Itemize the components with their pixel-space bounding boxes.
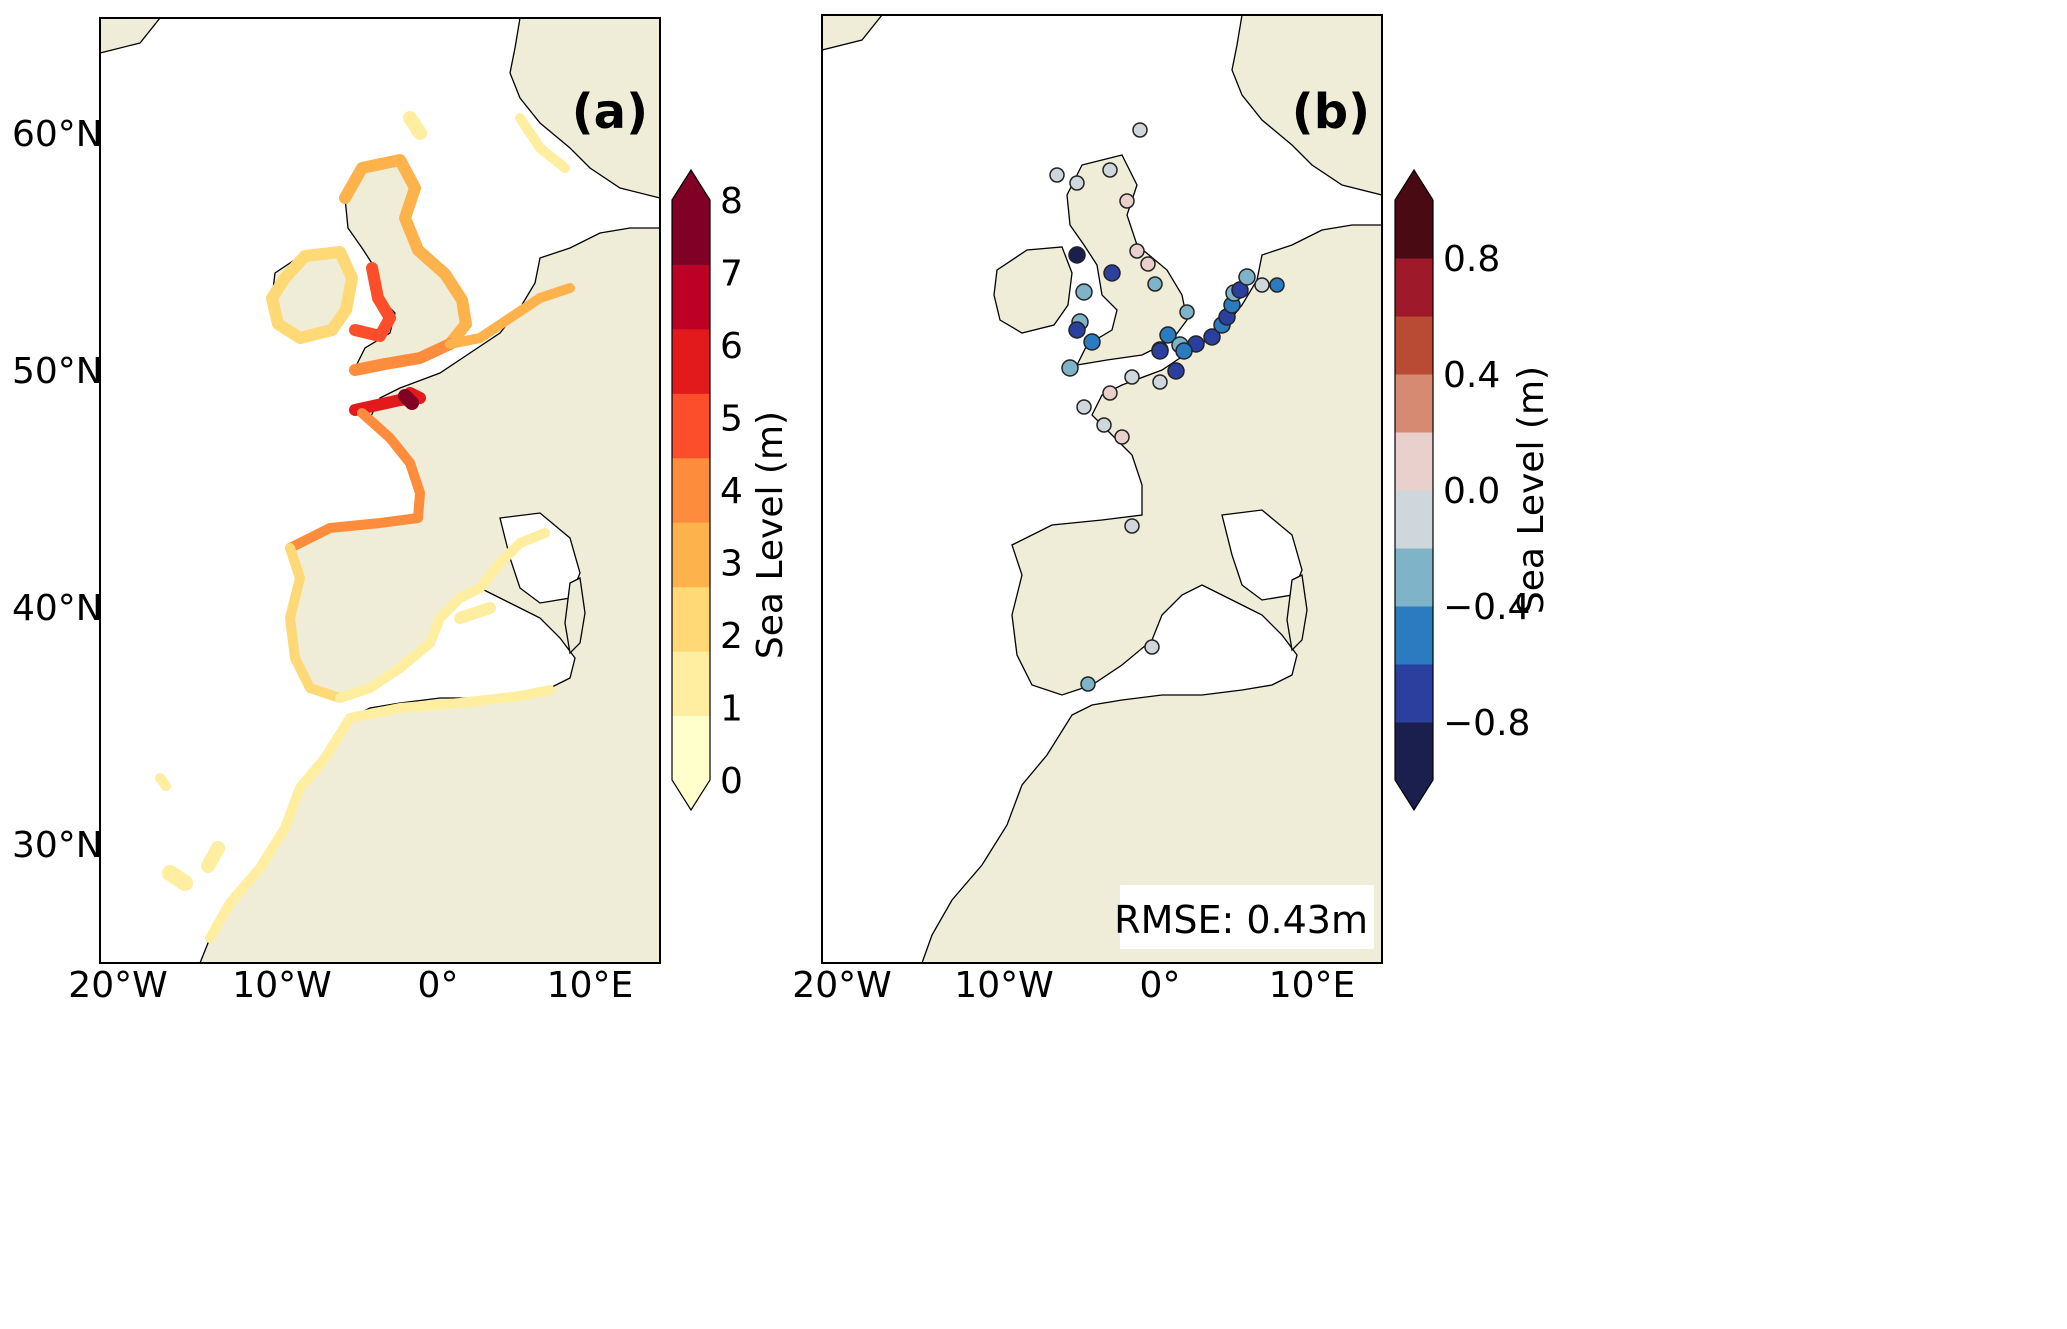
station-marker xyxy=(1147,276,1163,292)
colorbar-a-max-arrow xyxy=(672,170,710,200)
rmse-box xyxy=(1120,885,1374,949)
station-marker xyxy=(1103,264,1121,282)
rmse-text: RMSE: 0.43m xyxy=(1114,898,1368,942)
panel-a-land xyxy=(99,17,661,964)
station-marker xyxy=(1068,246,1086,264)
lon-label-0-a: 0° xyxy=(418,965,459,1006)
lat-label-50n: 50°N xyxy=(12,351,103,392)
station-marker xyxy=(1167,362,1185,380)
lon-label-10e-b: 10°E xyxy=(1269,965,1356,1006)
colorbar-a-min-arrow xyxy=(672,780,710,810)
colorbar-a-segment xyxy=(672,457,710,523)
colorbar-b-tick-label: 0.8 xyxy=(1443,239,1500,280)
station-marker xyxy=(1124,369,1140,385)
panel-b-colorbar-title: Sea Level (m) xyxy=(1511,366,1552,614)
station-marker xyxy=(1238,268,1256,286)
panel-a-colorbar-title: Sea Level (m) xyxy=(750,411,791,659)
colorbar-a-tick-label: 7 xyxy=(720,254,743,295)
lon-axis-labels-b: 20°W 10°W 0° 10°E xyxy=(792,965,1355,1006)
station-marker xyxy=(1144,639,1160,655)
station-marker xyxy=(1061,359,1079,377)
colorbar-b-tick-label: −0.8 xyxy=(1443,703,1530,744)
colorbar-a-tick-label: 4 xyxy=(720,471,743,512)
panel-a-colored-coast xyxy=(155,111,575,943)
colorbar-a-tick-label: 6 xyxy=(720,326,743,367)
panel-b-stations xyxy=(1049,122,1285,692)
station-marker xyxy=(1129,243,1145,259)
colorbar-a-segment xyxy=(672,264,710,330)
colorbar-b-max-arrow xyxy=(1395,170,1433,200)
station-marker xyxy=(1175,342,1193,360)
station-marker xyxy=(1102,385,1118,401)
station-marker xyxy=(1119,193,1135,209)
colorbar-b-tick-label: 0.0 xyxy=(1443,471,1500,512)
lon-label-10e-a: 10°E xyxy=(547,965,634,1006)
station-marker xyxy=(1179,304,1195,320)
station-marker xyxy=(1102,162,1118,178)
panel-b-colorbar: 0.8 0.4 0.0 −0.4 −0.8 Sea Level (m) xyxy=(1394,168,1552,812)
colorbar-a-tick-label: 3 xyxy=(720,544,743,585)
colorbar-a-tick-label: 2 xyxy=(720,616,743,657)
colorbar-b-segment xyxy=(1395,316,1433,375)
colorbar-a-tick-label: 1 xyxy=(720,689,743,730)
panel-b-land xyxy=(821,14,1383,964)
panel-a-map: (a) xyxy=(99,17,661,964)
colorbar-b-tick-label: −0.4 xyxy=(1443,587,1530,628)
lon-label-10w-b: 10°W xyxy=(954,965,1053,1006)
lon-label-10w-a: 10°W xyxy=(232,965,331,1006)
lat-label-60n: 60°N xyxy=(12,114,103,155)
colorbar-a-segment xyxy=(672,715,710,781)
station-marker xyxy=(1254,277,1270,293)
colorbar-b-segment xyxy=(1395,432,1433,491)
colorbar-a-tick-label: 5 xyxy=(720,399,743,440)
station-marker xyxy=(1080,676,1096,692)
station-marker xyxy=(1049,167,1065,183)
lon-axis-labels-a: 20°W 10°W 0° 10°E xyxy=(68,965,633,1006)
station-marker xyxy=(1075,283,1093,301)
station-marker xyxy=(1159,326,1177,344)
station-marker xyxy=(1114,429,1130,445)
colorbar-b-segment xyxy=(1395,490,1433,549)
lat-label-40n: 40°N xyxy=(12,588,103,629)
colorbar-a-tick-label: 0 xyxy=(720,761,743,802)
panel-a-colorbar: 0 1 2 3 4 5 6 7 8 Sea Level (m) xyxy=(671,168,791,812)
colorbar-b-segment xyxy=(1395,258,1433,317)
station-marker xyxy=(1152,374,1168,390)
station-marker xyxy=(1151,342,1169,360)
station-marker xyxy=(1068,321,1086,339)
lat-label-30n: 30°N xyxy=(12,825,103,866)
panel-b-map: (b) RMSE: 0.43m xyxy=(821,14,1383,964)
station-marker xyxy=(1203,328,1221,346)
panel-b-label: (b) xyxy=(1292,84,1370,140)
colorbar-a-segment xyxy=(672,651,710,717)
station-marker xyxy=(1076,399,1092,415)
colorbar-b-tick-label: 0.4 xyxy=(1443,355,1500,396)
colorbar-b-segment xyxy=(1395,722,1433,781)
lat-axis-labels: 60°N 50°N 40°N 30°N xyxy=(12,114,103,866)
station-marker xyxy=(1096,417,1112,433)
station-marker xyxy=(1083,333,1101,351)
colorbar-a-segment xyxy=(672,328,710,394)
lon-label-0-b: 0° xyxy=(1140,965,1181,1006)
lon-label-20w-a: 20°W xyxy=(68,965,167,1006)
station-marker xyxy=(1140,256,1156,272)
station-marker xyxy=(1132,122,1148,138)
colorbar-a-tick-label: 8 xyxy=(720,181,743,222)
colorbar-b-segment xyxy=(1395,548,1433,607)
colorbar-a-segment xyxy=(672,586,710,652)
colorbar-b-segment xyxy=(1395,200,1433,259)
station-marker xyxy=(1269,277,1285,293)
panel-a-label: (a) xyxy=(572,84,648,140)
colorbar-b-min-arrow xyxy=(1395,780,1433,810)
colorbar-b-segment xyxy=(1395,606,1433,665)
colorbar-a-segment xyxy=(672,200,710,265)
station-marker xyxy=(1124,518,1140,534)
colorbar-b-segment xyxy=(1395,664,1433,723)
station-marker xyxy=(1069,175,1085,191)
colorbar-a-segment xyxy=(672,393,710,459)
colorbar-b-segment xyxy=(1395,374,1433,433)
colorbar-a-segment xyxy=(672,522,710,588)
lon-label-20w-b: 20°W xyxy=(792,965,891,1006)
